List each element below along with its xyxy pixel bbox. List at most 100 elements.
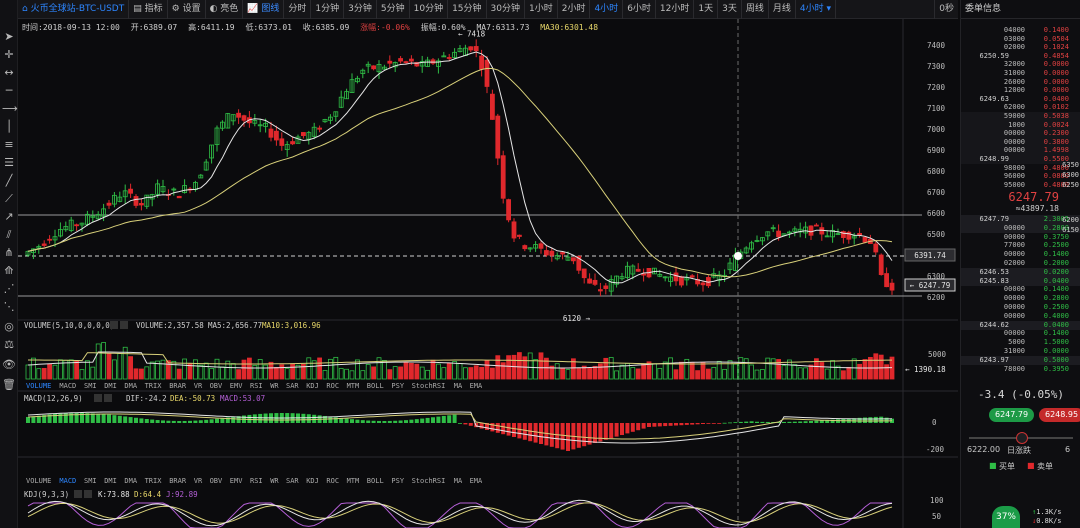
ask-row[interactable]: 02000 0.1024: [961, 43, 1080, 52]
bid-row[interactable]: 00000 0.1400: [961, 285, 1080, 294]
pitchfork-icon[interactable]: ⋔: [4, 246, 14, 259]
theme-button[interactable]: ◐ 亮色: [206, 0, 244, 19]
indicator-tab[interactable]: DMI: [104, 382, 117, 390]
ask-row[interactable]: 98000 0.4800: [961, 164, 1080, 173]
indicator-tab[interactable]: VOLUME: [26, 477, 51, 485]
daily-range-handle[interactable]: [1016, 432, 1028, 444]
bid-row[interactable]: 77000 0.2500: [961, 241, 1080, 250]
indicator-tab[interactable]: StochRSI: [412, 382, 446, 390]
bid-row[interactable]: 6243.97 0.5000: [961, 355, 1080, 365]
horizontal-line-icon[interactable]: ─: [5, 84, 13, 97]
ask-row[interactable]: 59000 0.5038: [961, 112, 1080, 121]
spiral-icon[interactable]: ◎: [4, 320, 14, 333]
bid-row[interactable]: 00000 0.2500: [961, 303, 1080, 312]
eye-icon[interactable]: 👁: [2, 358, 16, 371]
bid-row[interactable]: 78000 0.3950: [961, 365, 1080, 374]
ask-row[interactable]: 96000 0.0800: [961, 172, 1080, 181]
bid-row[interactable]: 6245.83 0.0400: [961, 276, 1080, 286]
interval-tab[interactable]: 2小时: [558, 0, 591, 19]
market-symbol[interactable]: ⌂ 火币全球站-BTC-USDT: [18, 0, 130, 19]
interval-tab[interactable]: 12小时: [656, 0, 695, 19]
bid-row[interactable]: 6246.53 0.0200: [961, 267, 1080, 277]
bid-row[interactable]: 00000 0.2800: [961, 294, 1080, 303]
buy-price-button[interactable]: 6247.79: [989, 408, 1035, 422]
arrow-line-icon[interactable]: ↗: [4, 210, 14, 223]
indicator-tab[interactable]: PSY: [391, 477, 404, 485]
settings-button[interactable]: ⚙ 设置: [168, 0, 206, 19]
ask-row[interactable]: 95000 0.4800: [961, 181, 1080, 190]
interval-tab[interactable]: 5分钟: [377, 0, 410, 19]
interval-tab[interactable]: 月线: [769, 0, 796, 19]
ask-row[interactable]: 6248.99 0.5500: [961, 155, 1080, 164]
bid-row[interactable]: 31000 0.0000: [961, 347, 1080, 356]
indicator-tab[interactable]: VOLUME: [26, 382, 51, 390]
interval-tab[interactable]: 3分钟: [344, 0, 377, 19]
indicator-tab[interactable]: RSI: [250, 477, 263, 485]
indicator-tab[interactable]: TRIX: [145, 477, 163, 485]
interval-tab[interactable]: 10分钟: [410, 0, 449, 19]
interval-select[interactable]: 4小时 ▾: [796, 0, 836, 19]
ray-line-icon[interactable]: ⟶: [2, 102, 18, 115]
parallel-lines-icon[interactable]: ≡: [4, 138, 14, 151]
indicator-tab[interactable]: MA: [454, 382, 463, 390]
indicator-tab[interactable]: VR: [194, 477, 203, 485]
fib-fan-icon[interactable]: ⋰: [3, 282, 15, 295]
indicator-tab[interactable]: EMV: [230, 382, 243, 390]
bid-row[interactable]: 6247.79 2.3005: [961, 215, 1080, 224]
bid-row[interactable]: 00000 0.3750: [961, 233, 1080, 242]
bid-row[interactable]: 00000 0.1400: [961, 250, 1080, 259]
chart-type-button[interactable]: 📈 图线: [243, 0, 285, 19]
interval-tab[interactable]: 1小时: [525, 0, 558, 19]
fib-lines-icon[interactable]: ☰: [4, 156, 14, 169]
indicator-tab[interactable]: OBV: [210, 382, 223, 390]
chart-canvas[interactable]: 7400 7300 7200 7100 7000 6900 6800 6700 6600 6500…: [18, 19, 958, 528]
indicator-tab[interactable]: MTM: [347, 477, 360, 485]
ask-row[interactable]: 6250.59 0.4854: [961, 52, 1080, 61]
indicator-tab[interactable]: EMA: [470, 382, 483, 390]
indicator-tab[interactable]: MA: [454, 477, 463, 485]
ask-row[interactable]: 31000 0.0000: [961, 69, 1080, 78]
indicator-tab[interactable]: EMA: [470, 477, 483, 485]
indicator-tab[interactable]: EMV: [230, 477, 243, 485]
indicator-tab[interactable]: SMI: [84, 477, 97, 485]
indicator-tab[interactable]: RSI: [250, 382, 263, 390]
indicator-tab[interactable]: DMI: [104, 477, 117, 485]
interval-tab[interactable]: 1天: [694, 0, 719, 19]
chart-area[interactable]: 7400 7300 7200 7100 7000 6900 6800 6700 6600 6500…: [18, 19, 958, 528]
indicator-tab[interactable]: SAR: [286, 382, 299, 390]
indicator-tab[interactable]: MTM: [347, 382, 360, 390]
indicator-tab[interactable]: ROC: [326, 477, 339, 485]
trend-line-icon[interactable]: ╱: [5, 174, 13, 187]
cursor-arrow-icon[interactable]: ➤: [4, 30, 14, 43]
indicator-tab[interactable]: PSY: [391, 382, 404, 390]
ask-row[interactable]: 00000 0.3800: [961, 137, 1080, 147]
sell-price-button[interactable]: 6248.95: [1039, 408, 1080, 422]
crosshair-icon[interactable]: ✛: [4, 48, 14, 61]
interval-tab[interactable]: 1分钟: [311, 0, 345, 19]
indicator-tab[interactable]: KDJ: [306, 477, 319, 485]
ask-row[interactable]: 00000 0.2300: [961, 129, 1080, 139]
interval-tab[interactable]: 周线: [742, 0, 769, 19]
indicator-tab[interactable]: SMI: [84, 382, 97, 390]
indicator-tab[interactable]: BOLL: [367, 382, 384, 390]
bid-row[interactable]: 00000 0.2800: [961, 223, 1080, 233]
measure-icon[interactable]: ⚖: [4, 338, 14, 351]
interval-tab[interactable]: 分时: [284, 0, 312, 19]
vertical-line-icon[interactable]: │: [5, 120, 13, 133]
indicator-tab[interactable]: VR: [194, 382, 203, 390]
indicator-tab[interactable]: MACD: [59, 382, 76, 390]
ask-row[interactable]: 62000 0.0102: [961, 103, 1080, 112]
ask-row[interactable]: 12000 0.0000: [961, 86, 1080, 95]
ask-row[interactable]: 6249.63 0.0400: [961, 95, 1080, 104]
indicator-tab[interactable]: DMA: [124, 382, 137, 390]
bid-row[interactable]: 5000 1.5000: [961, 338, 1080, 347]
ask-row[interactable]: 32000 0.0000: [961, 60, 1080, 69]
indicator-tab[interactable]: KDJ: [306, 382, 319, 390]
indicator-tab[interactable]: MACD: [59, 477, 76, 485]
ask-row[interactable]: 26000 0.0000: [961, 78, 1080, 87]
bid-row[interactable]: 6244.62 0.0400: [961, 320, 1080, 330]
indicator-tab[interactable]: BOLL: [367, 477, 384, 485]
interval-tab-active[interactable]: 4小时: [590, 0, 624, 19]
trash-icon[interactable]: 🗑: [2, 378, 16, 391]
interval-tab[interactable]: 6小时: [623, 0, 656, 19]
